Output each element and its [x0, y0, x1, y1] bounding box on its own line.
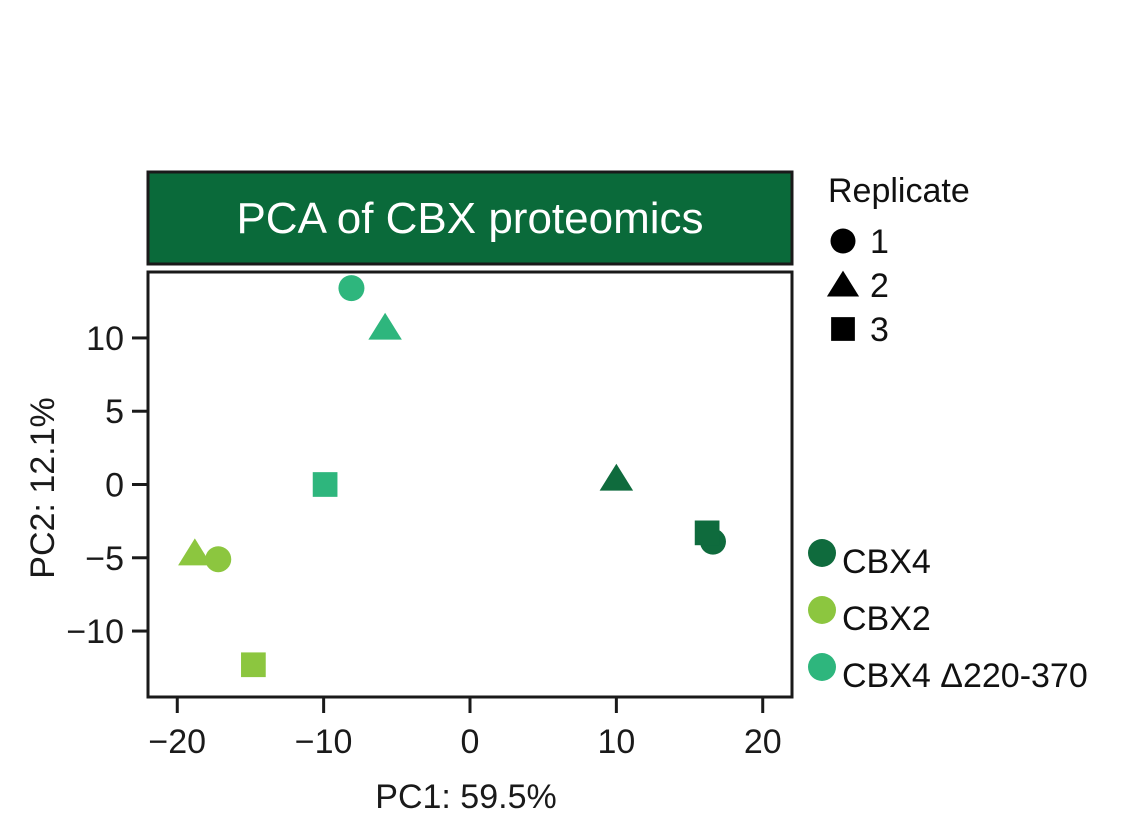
legend-square-icon: [831, 317, 855, 341]
legend-swatch-icon: [808, 539, 836, 567]
y-tick-label: 0: [105, 467, 124, 505]
replicate-legend-title: Replicate: [828, 172, 970, 210]
data-point: [338, 275, 365, 302]
data-point: [599, 463, 634, 491]
x-tick-label: −20: [148, 723, 206, 761]
chart-title: PCA of CBX proteomics: [236, 194, 703, 243]
data-points: [178, 275, 726, 678]
data-point: [312, 472, 338, 497]
replicate-legend-label: 3: [870, 311, 889, 349]
legend-circle-icon: [830, 228, 856, 254]
legend-swatch-icon: [808, 596, 836, 624]
x-tick-label: 0: [461, 723, 480, 761]
data-point: [368, 312, 402, 340]
replicate-legend: Replicate 1 2 3: [826, 172, 970, 349]
legend-triangle-icon: [826, 270, 860, 297]
y-tick-label: −5: [85, 540, 124, 578]
y-axis-title: PC2: 12.1%: [24, 397, 62, 578]
data-point: [205, 546, 232, 573]
x-axis-title: PC1: 59.5%: [375, 778, 556, 816]
y-tick-label: 10: [86, 320, 124, 358]
plot-panel: [146, 270, 794, 699]
data-point: [178, 538, 212, 566]
replicate-legend-label: 1: [870, 223, 889, 261]
y-tick-label: −10: [66, 613, 124, 651]
title-banner: [146, 170, 794, 266]
data-point: [241, 652, 266, 678]
group-legend-label: CBX4 Δ220-370: [842, 657, 1088, 695]
group-legend-label: CBX2: [842, 600, 931, 638]
y-axis: −10 −5 0 5 10: [66, 320, 148, 651]
x-tick-label: 20: [744, 723, 782, 761]
replicate-legend-label: 2: [870, 267, 889, 305]
x-axis: −20 −10 0 10 20: [148, 697, 782, 761]
x-tick-label: 10: [597, 723, 635, 761]
data-point: [694, 520, 720, 546]
legend-swatch-icon: [808, 653, 836, 681]
group-legend: CBX4 CBX2 CBX4 Δ220-370: [808, 539, 1088, 695]
x-tick-label: −10: [295, 723, 353, 761]
y-tick-label: 5: [105, 393, 124, 431]
group-legend-label: CBX4: [842, 543, 931, 581]
